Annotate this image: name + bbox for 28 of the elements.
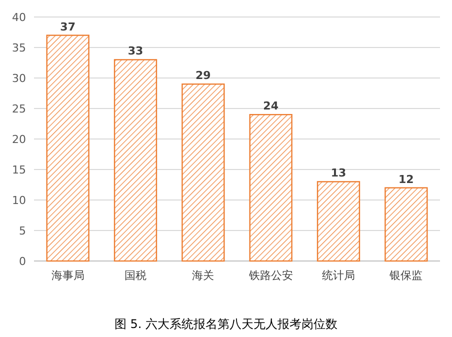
x-tick-label: 海事局 [51, 269, 84, 282]
data-label: 33 [128, 44, 144, 58]
y-tick-label: 5 [19, 224, 26, 238]
y-tick-label: 15 [12, 164, 26, 176]
data-label: 37 [60, 20, 76, 34]
bar [114, 59, 158, 262]
x-tick-label: 铁路公安 [248, 269, 293, 282]
y-tick-label: 30 [12, 72, 26, 85]
data-label: 29 [196, 69, 211, 82]
y-tick-label: 40 [12, 11, 26, 24]
y-tick-label: 25 [12, 102, 26, 116]
bar [384, 187, 428, 262]
x-tick-label: 国税 [124, 269, 146, 282]
bar [182, 84, 225, 262]
bar [46, 34, 90, 262]
x-tick-label: 银保监 [388, 269, 423, 282]
bar [316, 181, 360, 262]
y-tick-label: 0 [19, 255, 26, 268]
x-tick-label: 统计局 [322, 269, 355, 282]
y-tick-label: 10 [12, 194, 26, 207]
caption: 图 5. 六大系统报名第八天无人报考岗位数 [114, 317, 338, 331]
y-tick-label: 20 [12, 133, 26, 146]
x-tick-label: 海关 [192, 269, 214, 282]
data-label: 12 [398, 172, 414, 186]
data-label: 24 [263, 100, 279, 113]
data-label: 13 [330, 166, 346, 180]
bar [249, 114, 292, 262]
y-tick-label: 35 [12, 42, 26, 54]
